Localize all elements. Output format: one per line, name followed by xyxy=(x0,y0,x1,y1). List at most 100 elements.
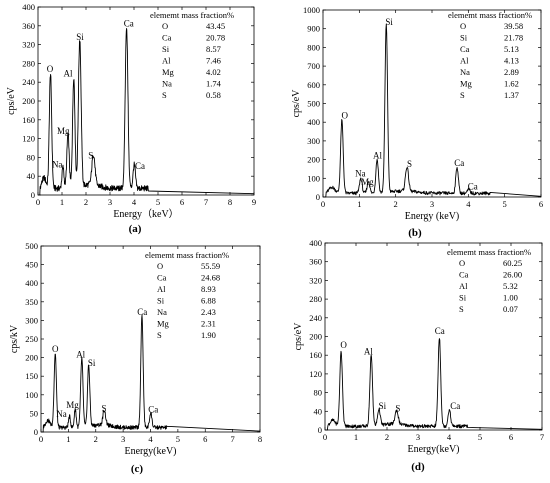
table-element: S xyxy=(459,304,464,314)
y-tick-label: 600 xyxy=(307,80,320,90)
panel-label: (b) xyxy=(408,227,422,239)
peak-label-Ca: Ca xyxy=(450,401,460,411)
peak-label-Si: Si xyxy=(88,358,96,368)
y-tick-label: 120 xyxy=(309,369,322,379)
x-tick-label: 8 xyxy=(258,434,262,444)
table-element: Ca xyxy=(157,273,167,283)
table-element: S xyxy=(157,330,162,340)
composition-table: elememt mass fraction%O 60.25 Ca 26.00 Al 5.3… xyxy=(447,247,531,314)
x-tick-label: 6 xyxy=(509,432,513,442)
x-tick-label: 2 xyxy=(394,199,398,209)
y-tick-label: 360 xyxy=(309,257,322,267)
table-element: Na xyxy=(460,67,470,77)
x-tick-label: 3 xyxy=(121,434,125,444)
x-axis-label: Energy（keV） xyxy=(113,208,178,220)
table-value: 43.45 xyxy=(206,21,225,31)
y-axis-label: cps/eV xyxy=(6,86,17,115)
y-axis-label: cps/eV xyxy=(291,89,302,118)
peak-label-Si: Si xyxy=(76,32,84,42)
y-tick-label: 900 xyxy=(307,24,320,34)
x-tick-label: 0 xyxy=(39,434,43,444)
x-tick-label: 7 xyxy=(204,197,208,207)
y-tick-label: 200 xyxy=(307,155,320,165)
table-element: S xyxy=(162,90,167,100)
y-tick-label: 80 xyxy=(314,388,323,398)
table-value: 4.13 xyxy=(504,56,519,66)
peak-label-Al: Al xyxy=(76,350,85,360)
table-value: 1.90 xyxy=(201,330,216,340)
table-header: elememt mass fraction% xyxy=(447,247,531,257)
table-element: O xyxy=(162,21,168,31)
y-tick-label: 100 xyxy=(307,173,320,183)
peak-label-Mg: Mg xyxy=(361,177,374,187)
table-element: Al xyxy=(460,56,469,66)
table-element: Si xyxy=(459,293,467,303)
table-value: 6.88 xyxy=(201,296,216,306)
table-element: Si xyxy=(162,44,170,54)
peak-label-O: O xyxy=(52,344,59,354)
y-tick-label: 200 xyxy=(309,332,322,342)
y-tick-label: 200 xyxy=(25,353,38,363)
spectrum-line xyxy=(322,23,542,198)
peak-label-Si: Si xyxy=(385,17,393,27)
table-value: 2.43 xyxy=(201,307,216,317)
peak-label-Na: Na xyxy=(52,160,63,170)
table-element: Na xyxy=(157,307,167,317)
table-header: elememt mass fraction% xyxy=(150,10,234,20)
y-tick-label: 350 xyxy=(25,297,38,307)
x-tick-label: 3 xyxy=(430,199,434,209)
peak-label-S: S xyxy=(407,159,412,169)
x-tick-label: 2 xyxy=(84,197,88,207)
table-header: elememt mass fraction% xyxy=(448,10,532,20)
y-tick-label: 80 xyxy=(27,152,36,162)
x-tick-label: 0 xyxy=(36,197,40,207)
table-value: 0.07 xyxy=(503,304,518,314)
x-tick-label: 5 xyxy=(478,432,482,442)
peak-label-Ca: Ca xyxy=(468,182,478,192)
table-element: Mg xyxy=(162,67,175,77)
x-tick-label: 2 xyxy=(385,432,389,442)
y-tick-label: 1000 xyxy=(303,5,320,15)
peak-label-S: S xyxy=(101,404,106,414)
y-tick-label: 50 xyxy=(30,408,39,418)
y-tick-label: 40 xyxy=(314,406,323,416)
y-tick-label: 0 xyxy=(316,192,320,202)
spectrum-panel-4: 0 1 2 3 4 5 6 7 0 40 80 120 160 200 240 280 320 360 400 Ene… xyxy=(293,238,544,473)
table-element: O xyxy=(157,261,163,271)
table-value: 2.89 xyxy=(504,67,519,77)
y-tick-label: 200 xyxy=(22,96,35,106)
y-tick-label: 40 xyxy=(27,171,36,181)
y-tick-label: 400 xyxy=(22,2,35,12)
table-element: Al xyxy=(162,56,171,66)
x-tick-label: 1 xyxy=(60,197,64,207)
table-element: Al xyxy=(157,284,166,294)
x-tick-label: 5 xyxy=(503,199,507,209)
peak-label-Na: Na xyxy=(355,168,366,178)
x-tick-label: 0 xyxy=(321,199,325,209)
peak-label-Na: Na xyxy=(56,409,67,419)
peak-label-Si: Si xyxy=(379,401,387,411)
table-value: 0.58 xyxy=(206,90,221,100)
x-tick-label: 1 xyxy=(357,199,361,209)
y-tick-label: 160 xyxy=(22,115,35,125)
x-tick-label: 6 xyxy=(180,197,184,207)
y-axis-label: cps/eV xyxy=(293,322,304,351)
y-tick-label: 280 xyxy=(309,294,322,304)
y-tick-label: 0 xyxy=(34,427,38,437)
y-tick-label: 360 xyxy=(22,21,35,31)
table-value: 1.00 xyxy=(503,293,518,303)
peak-label-O: O xyxy=(47,64,54,74)
x-tick-label: 2 xyxy=(94,434,98,444)
peak-label-Ca: Ca xyxy=(135,161,145,171)
table-value: 7.46 xyxy=(206,56,221,66)
table-header: elememt mass fraction% xyxy=(145,250,229,260)
x-tick-label: 6 xyxy=(203,434,207,444)
table-element: Si xyxy=(157,296,165,306)
peak-label-Ca: Ca xyxy=(454,158,464,168)
table-element: Si xyxy=(460,33,468,43)
y-tick-label: 0 xyxy=(31,190,35,200)
spectrum-panel-2: 0 1 2 3 4 5 6 0 100 200 300 400 500 600 700 800 900 1000 E… xyxy=(291,5,543,239)
peak-label-Al: Al xyxy=(364,346,373,356)
y-tick-label: 100 xyxy=(25,390,38,400)
composition-table: elememt mass fraction%O 55.59 Ca 24.68 Al 8.9… xyxy=(145,250,229,340)
